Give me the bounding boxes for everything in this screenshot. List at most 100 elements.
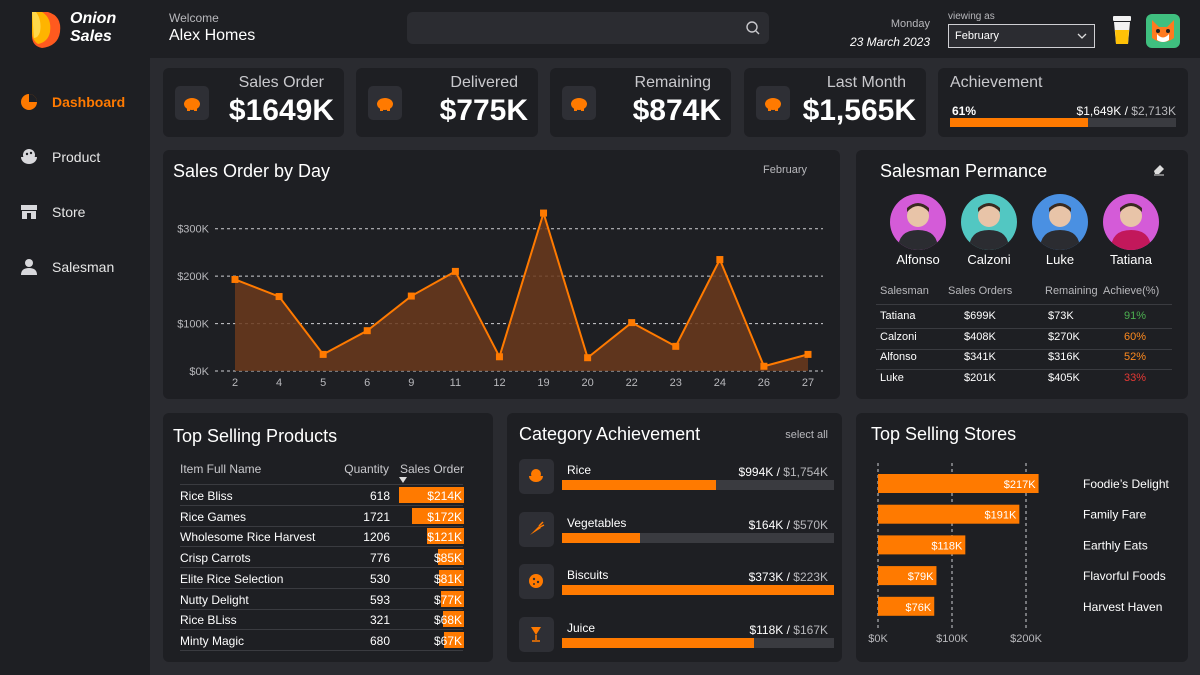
chevron-down-icon [1077, 33, 1087, 39]
store-bar-label: $79K [908, 571, 934, 583]
data-point[interactable] [672, 342, 680, 350]
y-tick-label: $200K [177, 271, 209, 283]
search-input[interactable] [407, 12, 727, 44]
viewing-as-label: viewing as [948, 11, 995, 22]
nav-item-store[interactable]: Store [20, 200, 145, 224]
kpi-label: Last Month [826, 74, 906, 91]
data-point[interactable] [628, 319, 636, 327]
table-row[interactable]: Wholesome Rice Harvest 1206 $121K [163, 527, 493, 548]
salesman-cell: 52% [1124, 351, 1147, 364]
data-point[interactable] [804, 350, 812, 358]
nav-item-salesman[interactable]: Salesman [20, 255, 145, 279]
drink-cup-icon[interactable] [1112, 14, 1132, 46]
category-fill [562, 480, 717, 490]
category-target: $167K [793, 622, 828, 637]
data-point[interactable] [231, 275, 239, 283]
col-item-name[interactable]: Item Full Name [180, 462, 262, 476]
brand-line1: Onion [70, 10, 117, 27]
salesman-cell: 91% [1124, 310, 1147, 322]
month-select[interactable]: February [948, 24, 1095, 48]
kpi-last-month: Last Month $1,565K [744, 68, 926, 137]
table-row[interactable]: Minty Magic 680 $67K [163, 631, 493, 651]
salesman-avatar[interactable] [961, 194, 1017, 250]
sales-by-day-filter[interactable]: February [763, 164, 808, 176]
select-all-link[interactable]: select all [785, 429, 828, 441]
data-point[interactable] [584, 354, 592, 362]
category-icon-box[interactable] [519, 459, 554, 494]
salesman-col-header[interactable]: Sales Orders [948, 285, 1013, 297]
table-row[interactable]: Rice Games 1721 $172K [163, 507, 493, 527]
salesman-col-header[interactable]: Achieve(%) [1103, 285, 1160, 297]
pie-chart-icon [21, 94, 37, 110]
x-tick-label: 19 [537, 377, 549, 389]
table-row[interactable]: Elite Rice Selection 530 $81K [163, 569, 493, 589]
col-quantity[interactable]: Quantity [344, 462, 389, 476]
data-point[interactable] [760, 362, 768, 370]
store-name: Earthly Eats [1083, 538, 1148, 552]
nav-item-dashboard[interactable]: Dashboard [20, 90, 145, 114]
data-point[interactable] [495, 353, 503, 361]
eraser-icon[interactable] [1152, 162, 1166, 176]
x-tick-label: 12 [493, 377, 505, 389]
sort-desc-icon[interactable] [399, 477, 407, 483]
nav-label: Store [52, 204, 86, 220]
salesman-cell: $405K [1048, 372, 1080, 385]
salesman-avatar[interactable] [1103, 194, 1159, 250]
fox-avatar-icon [1152, 20, 1174, 42]
salesman-card: Salesman Permance Alfonso Calzoni Luke Tati… [856, 150, 1188, 399]
divider [876, 348, 1172, 350]
store-bar[interactable] [878, 596, 935, 616]
salesman-cell: $316K [1048, 351, 1080, 364]
category-icon-box[interactable] [519, 511, 554, 547]
category-icon-box[interactable] [519, 564, 554, 599]
product-sales: $172K [427, 509, 462, 524]
salesman-col-header[interactable]: Remaining [1045, 285, 1098, 297]
category-sep: / [776, 465, 780, 479]
store-bar[interactable] [878, 474, 1039, 493]
data-point[interactable] [275, 293, 283, 301]
data-point[interactable] [451, 267, 459, 275]
table-row[interactable]: Nutty Delight 593 $77K [163, 590, 493, 610]
divider [876, 304, 1172, 305]
sales-bar [443, 631, 464, 648]
salesman-name: Alfonso [896, 252, 940, 267]
series-area [235, 213, 808, 371]
x-tick-label: 5 [320, 377, 326, 389]
kpi-delivered: Delivered $775K [356, 68, 538, 137]
category-value: $373K [748, 570, 784, 584]
data-point[interactable] [319, 350, 327, 358]
salesman-avatar[interactable] [890, 194, 946, 250]
data-point[interactable] [540, 209, 548, 217]
x-tick-label: 11 [450, 377, 461, 389]
category-values: $164K / $570K [749, 518, 828, 532]
category-icon-box[interactable] [519, 616, 554, 652]
store-bar[interactable] [878, 535, 966, 555]
brand-name: Onion Sales [70, 10, 116, 46]
search-icon[interactable] [745, 20, 761, 36]
category-values: $373K / $223K [749, 570, 828, 584]
salesman-col-header[interactable]: Salesman [880, 285, 929, 297]
table-row[interactable]: Rice Bliss 618 $214K [163, 486, 493, 506]
category-title: Category Achievement [519, 424, 701, 444]
store-bar[interactable] [878, 504, 1020, 524]
kpi-remaining: Remaining $874K [550, 68, 731, 137]
salesman-avatar[interactable] [1032, 194, 1088, 250]
data-point[interactable] [407, 292, 415, 300]
table-row[interactable]: Crisp Carrots 776 $85K [163, 548, 493, 569]
store-bar-label: $217K [1004, 479, 1036, 491]
piggy-bank-icon [368, 86, 402, 120]
nav-item-product[interactable]: Product [20, 145, 145, 169]
data-point[interactable] [716, 256, 724, 264]
x-tick-label: $100K [936, 633, 968, 645]
store-bar[interactable] [878, 566, 937, 586]
category-sep: / [786, 570, 790, 584]
salesman-cell: $341K [964, 351, 996, 364]
category-sep: / [786, 622, 790, 637]
data-point[interactable] [363, 327, 371, 335]
user-avatar[interactable] [1146, 14, 1180, 48]
person-photo-icon [1040, 203, 1080, 250]
col-sales-order[interactable]: Sales Order [399, 462, 464, 476]
table-row[interactable]: Rice BLiss 321 $68K [163, 610, 493, 631]
category-value: $994K [738, 465, 774, 479]
